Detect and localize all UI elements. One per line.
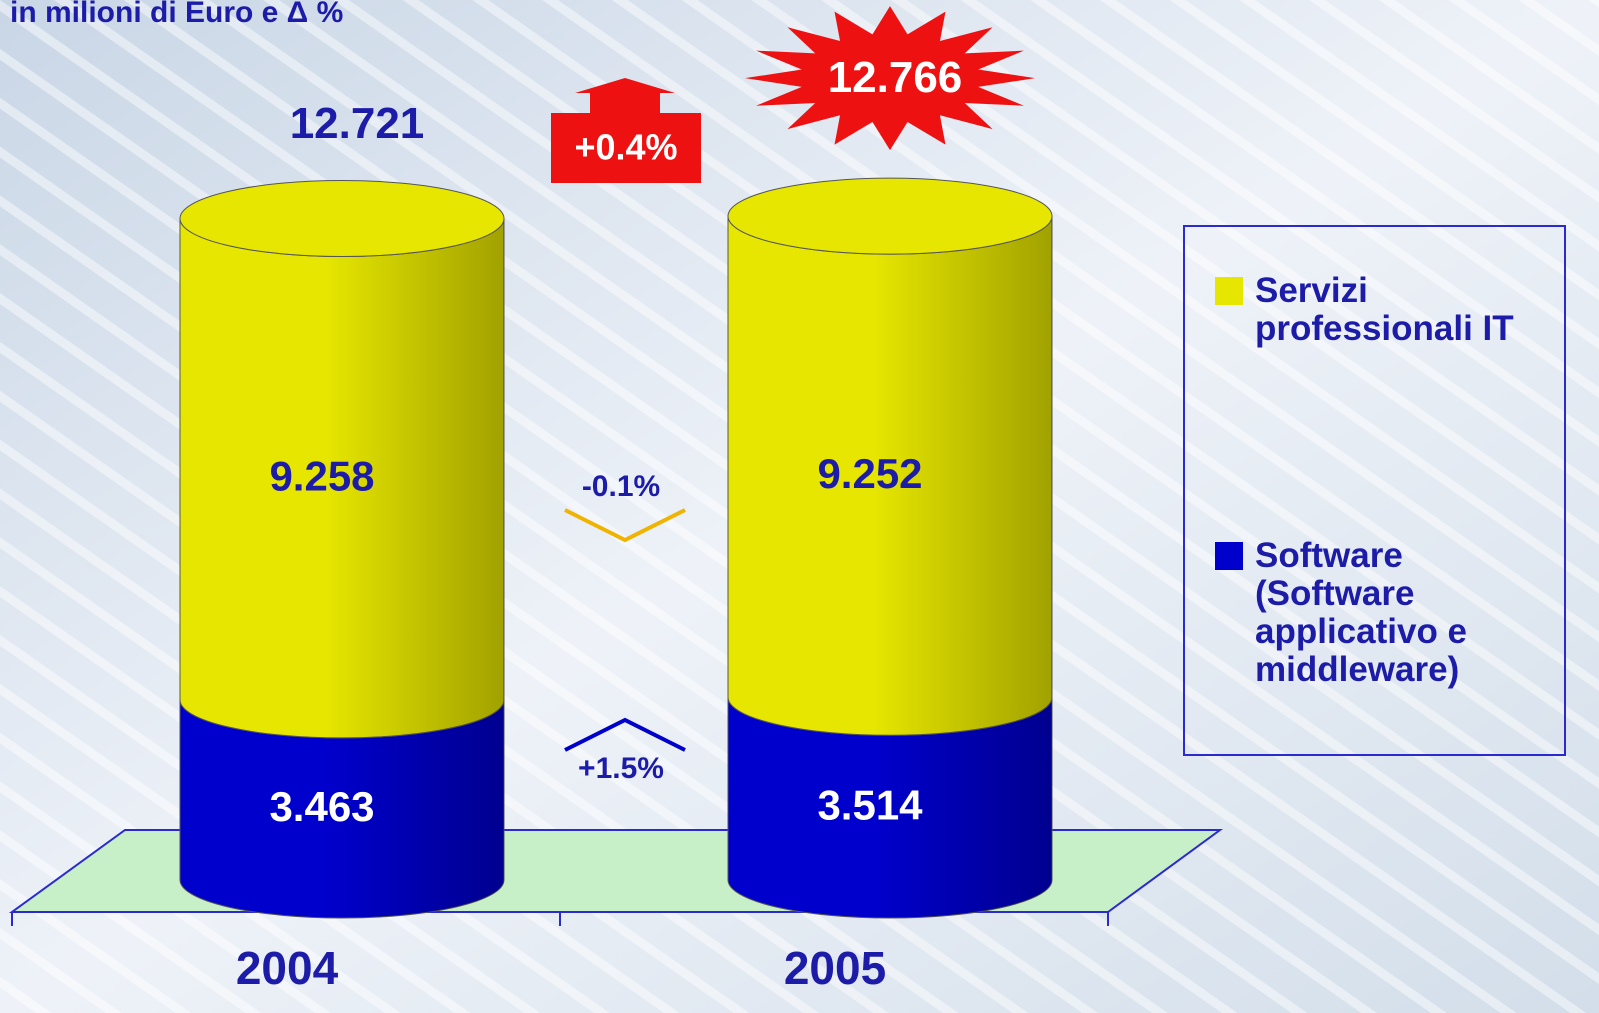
change-chevron [564,717,686,752]
bar-shade [728,216,1052,736]
bar-top [179,180,505,258]
subtitle: in milioni di Euro e Δ % [10,0,343,29]
legend-swatch [1215,277,1243,305]
change-arrow [575,78,675,115]
legend: Servizi professionali IT Software (Softwa… [1183,225,1566,756]
starburst [745,6,1035,151]
legend-item: Software (Software applicativo e middlew… [1215,537,1555,689]
bar-shade [180,218,504,738]
series-change: +1.5% [578,752,664,785]
total-label: 12.766 [828,53,963,102]
value-label: 9.258 [269,452,374,499]
x-tick-label: 2005 [784,942,886,994]
legend-label: Software (Software applicativo e middlew… [1255,536,1468,689]
series-change: -0.1% [582,470,660,503]
x-tick-label: 2004 [236,942,339,994]
bar-shade [180,699,504,918]
value-label: 3.463 [269,783,374,830]
legend-item: Servizi professionali IT [1215,272,1555,348]
value-label: 9.252 [817,450,922,497]
legend-label: Servizi professionali IT [1255,271,1514,348]
total-label: 12.721 [290,99,425,148]
bar-top [727,177,1053,255]
change-chevron [564,508,686,543]
value-label: 3.514 [817,782,923,829]
change-box [551,113,701,183]
total-change: +0.4% [574,127,677,168]
legend-swatch [1215,542,1243,570]
bar-shade [728,697,1052,918]
